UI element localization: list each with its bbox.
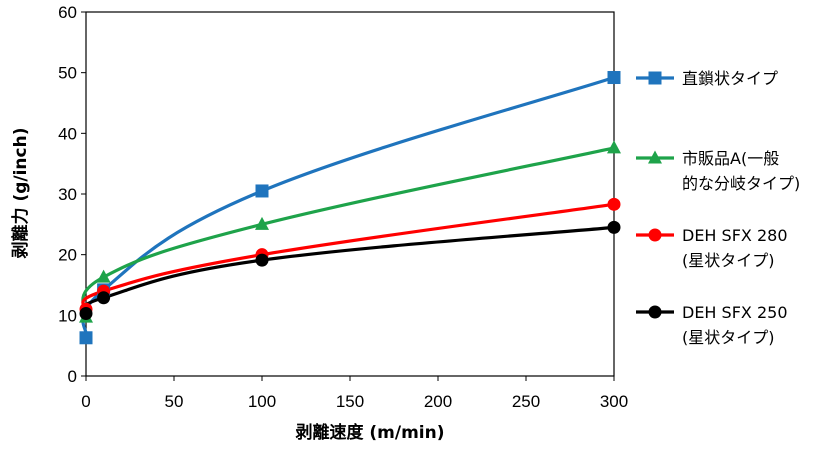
data-point-series-4 <box>255 253 269 267</box>
legend-label: 市販品A(一般 <box>682 149 779 168</box>
legend-label: (星状タイプ) <box>682 251 775 270</box>
y-tick-label: 30 <box>58 185 77 204</box>
data-point-series-4 <box>79 307 93 321</box>
legend-marker <box>648 71 662 85</box>
series-line-3 <box>81 202 615 311</box>
data-point-series-2 <box>607 140 621 154</box>
x-tick-label: 50 <box>165 392 184 411</box>
y-axis-title: 剥離力 (g/inch) <box>10 128 31 259</box>
series-line-4 <box>81 225 615 315</box>
x-tick-label: 250 <box>512 392 540 411</box>
legend-marker <box>648 305 662 319</box>
data-point-series-1 <box>607 71 621 85</box>
legend-label: DEH SFX 250 <box>682 303 788 322</box>
legend-label: (星状タイプ) <box>682 328 775 347</box>
legend-marker <box>648 150 662 164</box>
data-point-series-4 <box>97 291 111 305</box>
x-tick-label: 150 <box>336 392 364 411</box>
y-tick-label: 50 <box>58 64 77 83</box>
data-point-series-4 <box>607 220 621 234</box>
x-tick-label: 100 <box>248 392 276 411</box>
y-tick-label: 20 <box>58 246 77 265</box>
data-point-series-2 <box>255 216 269 230</box>
series-markers <box>79 71 621 345</box>
x-tick-label: 300 <box>600 392 628 411</box>
x-tick-label: 200 <box>424 392 452 411</box>
x-tick-label: 0 <box>81 392 90 411</box>
data-point-series-3 <box>607 197 621 211</box>
axis-ticks: 0 10 20 30 40 50 60 0 50 100 150 200 250 300 <box>58 3 628 411</box>
data-point-series-2 <box>96 269 111 283</box>
data-point-series-1 <box>79 331 93 345</box>
data-point-series-1 <box>255 184 269 198</box>
legend-marker <box>648 228 662 242</box>
y-tick-label: 60 <box>58 3 77 22</box>
x-axis-title: 剥離速度 (m/min) <box>295 422 444 443</box>
legend-label: DEH SFX 280 <box>682 226 788 245</box>
y-tick-label: 40 <box>58 124 77 143</box>
legend-label: 直鎖状タイプ <box>682 69 778 88</box>
y-tick-label: 10 <box>58 306 77 325</box>
series-lines <box>81 75 615 339</box>
y-tick-label: 0 <box>68 367 77 386</box>
series-line-2 <box>81 146 615 318</box>
legend-label: 的な分岐タイプ) <box>682 174 800 193</box>
